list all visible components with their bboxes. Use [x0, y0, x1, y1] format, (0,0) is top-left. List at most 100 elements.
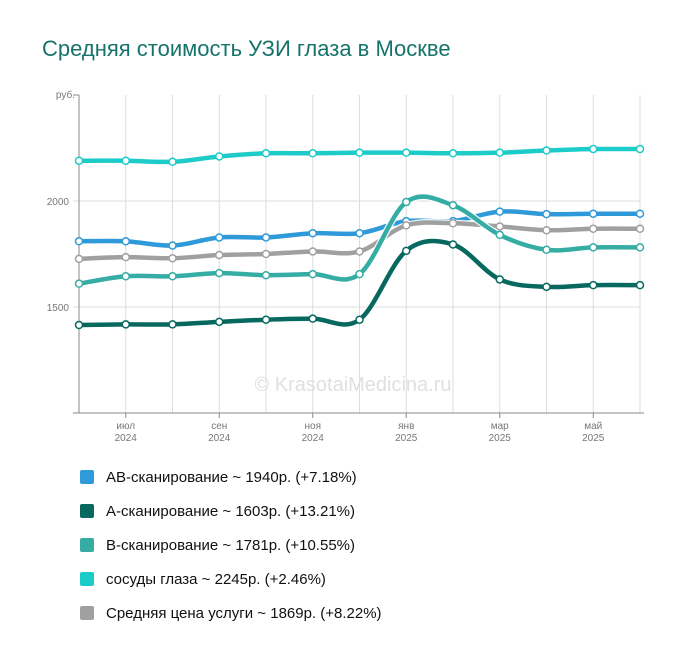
legend-item: B-сканирование ~ 1781р. (+10.55%) — [80, 528, 382, 562]
data-point — [542, 226, 551, 235]
data-point — [589, 224, 598, 234]
data-point — [74, 156, 84, 165]
legend-item: сосуды глаза ~ 2245р. (+2.46%) — [80, 562, 382, 596]
legend-item: Средняя цена услуги ~ 1869р. (+8.22%) — [80, 596, 382, 630]
data-point — [74, 279, 84, 288]
data-point — [355, 315, 364, 324]
legend-item: AB-сканирование ~ 1940р. (+7.18%) — [80, 460, 382, 494]
y-tick-label: 1500 — [47, 303, 70, 314]
data-point — [168, 320, 177, 329]
data-point — [589, 280, 598, 290]
data-point — [402, 246, 411, 256]
axes: руб.20001500июл2024сен2024ноя2024янв2025… — [47, 89, 644, 444]
data-point — [308, 149, 317, 158]
watermark: © KrasotaiMedicina.ru — [254, 374, 451, 396]
data-point — [495, 275, 504, 284]
data-point — [121, 320, 130, 329]
data-point — [635, 209, 645, 218]
series-lines — [74, 144, 645, 330]
data-point — [355, 148, 364, 157]
data-point — [542, 245, 551, 255]
legend-label: Средняя цена услуги ~ 1869р. (+8.22%) — [106, 604, 382, 622]
data-point — [635, 280, 645, 290]
x-tick-label-month: янв — [398, 421, 414, 432]
data-point — [261, 249, 271, 259]
data-point — [448, 200, 458, 210]
legend-label: AB-сканирование ~ 1940р. (+7.18%) — [106, 468, 357, 486]
data-point — [261, 233, 271, 242]
data-point — [589, 209, 598, 218]
data-point — [168, 253, 177, 263]
data-point — [448, 240, 458, 249]
data-point — [402, 197, 411, 207]
data-point — [495, 222, 504, 231]
legend-label: B-сканирование ~ 1781р. (+10.55%) — [106, 536, 355, 554]
data-point — [355, 269, 364, 279]
data-point — [261, 315, 271, 324]
data-point — [589, 144, 598, 154]
x-tick-label-year: 2025 — [395, 433, 418, 444]
x-tick-label-month: май — [584, 421, 602, 432]
data-point — [215, 268, 224, 278]
series-4 — [74, 193, 645, 288]
series-5 — [74, 237, 645, 330]
data-point — [635, 144, 645, 154]
data-point — [495, 148, 504, 157]
y-axis-unit: руб. — [56, 89, 75, 101]
series-1 — [74, 144, 645, 167]
data-point — [448, 149, 458, 158]
data-point — [542, 146, 551, 155]
data-point — [589, 243, 598, 252]
data-point — [542, 209, 551, 219]
data-point — [74, 254, 84, 264]
legend-swatch — [80, 606, 94, 620]
data-point — [308, 247, 317, 256]
data-point — [308, 228, 317, 238]
legend-item: А-сканирование ~ 1603р. (+13.21%) — [80, 494, 382, 528]
x-tick-label-year: 2025 — [582, 433, 605, 444]
data-point — [74, 237, 84, 246]
data-point — [121, 252, 130, 262]
data-point — [308, 269, 317, 279]
legend-swatch — [80, 504, 94, 518]
legend-swatch — [80, 572, 94, 586]
data-point — [355, 228, 364, 238]
data-point — [402, 148, 411, 157]
data-point — [74, 320, 84, 330]
data-point — [261, 149, 271, 158]
data-point — [495, 207, 504, 216]
x-tick-label-year: 2024 — [115, 433, 138, 444]
data-point — [355, 247, 364, 256]
data-point — [402, 221, 411, 230]
data-point — [215, 233, 224, 242]
data-point — [261, 270, 271, 280]
line-chart: © KrasotaiMedicina.ru руб.20001500июл202… — [47, 89, 645, 444]
x-tick-label-year: 2025 — [489, 433, 512, 444]
legend-label: А-сканирование ~ 1603р. (+13.21%) — [106, 502, 355, 520]
data-point — [215, 250, 224, 260]
data-point — [448, 219, 458, 228]
data-point — [215, 317, 224, 327]
data-point — [121, 237, 130, 246]
data-point — [635, 224, 645, 234]
legend-swatch — [80, 538, 94, 552]
x-tick-label-month: сен — [211, 421, 227, 432]
x-tick-label-month: июл — [116, 421, 135, 432]
x-tick-label-month: ноя — [305, 421, 322, 432]
legend: AB-сканирование ~ 1940р. (+7.18%) А-скани… — [80, 460, 382, 630]
legend-label: сосуды глаза ~ 2245р. (+2.46%) — [106, 570, 326, 588]
data-point — [121, 156, 130, 165]
data-point — [542, 282, 551, 292]
data-point — [168, 241, 177, 250]
series-3 — [74, 218, 645, 264]
data-point — [121, 272, 130, 281]
data-point — [168, 157, 177, 167]
y-tick-label: 2000 — [47, 197, 70, 208]
data-point — [215, 152, 224, 161]
x-tick-label-year: 2024 — [208, 433, 231, 444]
data-point — [308, 314, 317, 323]
data-point — [168, 272, 177, 281]
legend-swatch — [80, 470, 94, 484]
data-point — [495, 230, 504, 240]
x-tick-label-year: 2024 — [302, 433, 325, 444]
